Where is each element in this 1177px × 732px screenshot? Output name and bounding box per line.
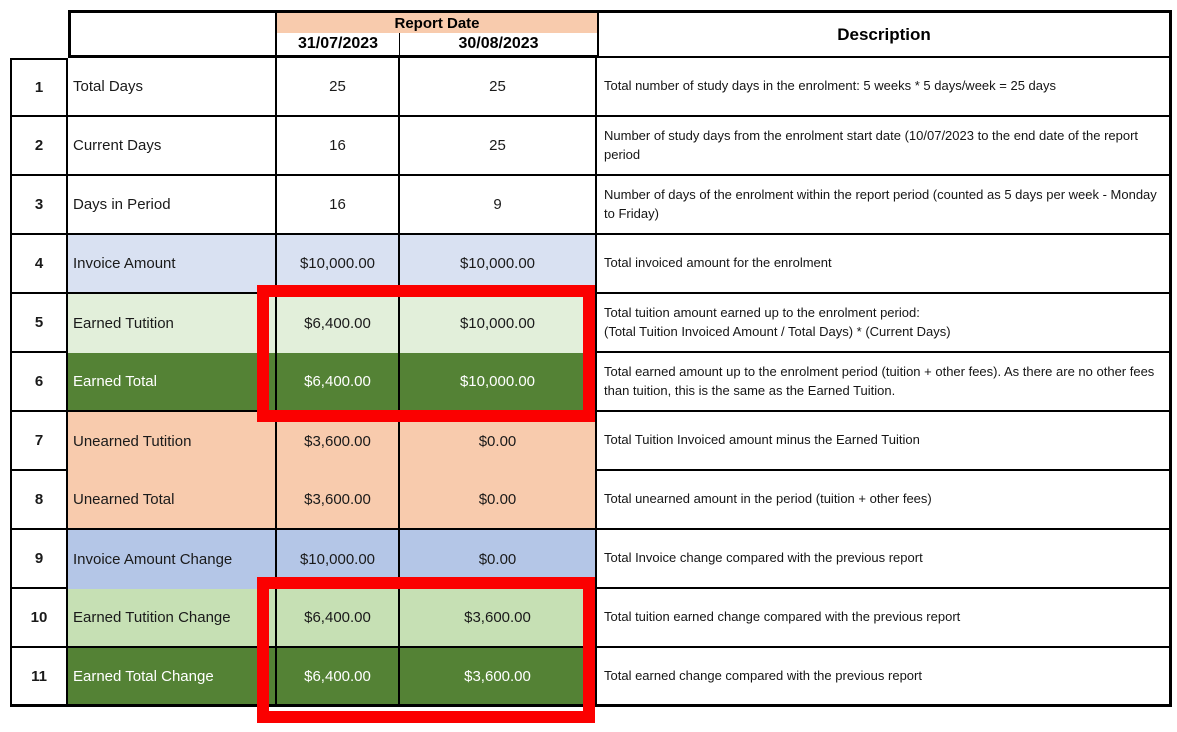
- row-10-label[interactable]: Earned Tutition Change: [68, 589, 277, 648]
- row-2-description: Number of study days from the enrolment …: [597, 117, 1172, 176]
- row-8-label[interactable]: Unearned Total: [68, 471, 277, 530]
- row-11-description: Total earned change compared with the pr…: [597, 648, 1172, 707]
- row-6-value-2[interactable]: $10,000.00: [400, 353, 597, 412]
- row-11-label[interactable]: Earned Total Change: [68, 648, 277, 707]
- row-11-value-1[interactable]: $6,400.00: [277, 648, 400, 707]
- row-8-description: Total unearned amount in the period (tui…: [597, 471, 1172, 530]
- row-4-description: Total invoiced amount for the enrolment: [597, 235, 1172, 294]
- header-description: Description: [597, 10, 1172, 58]
- row-8-number[interactable]: 8: [10, 471, 68, 530]
- row-9-number[interactable]: 9: [10, 530, 68, 589]
- row-3-value-2[interactable]: 9: [400, 176, 597, 235]
- row-4-value-1[interactable]: $10,000.00: [277, 235, 400, 294]
- row-2-label[interactable]: Current Days: [68, 117, 277, 176]
- row-10-value-1[interactable]: $6,400.00: [277, 589, 400, 648]
- row-11-value-2[interactable]: $3,600.00: [400, 648, 597, 707]
- row-1-value-1[interactable]: 25: [277, 58, 400, 117]
- row-5-description: Total tuition amount earned up to the en…: [597, 294, 1172, 353]
- header-date-1: 31/07/2023: [277, 33, 400, 58]
- row-6-label[interactable]: Earned Total: [68, 353, 277, 412]
- row-1-description: Total number of study days in the enrolm…: [597, 58, 1172, 117]
- row-7-description: Total Tuition Invoiced amount minus the …: [597, 412, 1172, 471]
- header-date-2: 30/08/2023: [400, 33, 597, 58]
- row-6-description: Total earned amount up to the enrolment …: [597, 353, 1172, 412]
- row-10-number[interactable]: 10: [10, 589, 68, 648]
- row-6-value-1[interactable]: $6,400.00: [277, 353, 400, 412]
- row-7-label[interactable]: Unearned Tutition: [68, 412, 277, 471]
- row-1-number[interactable]: 1: [10, 58, 68, 117]
- row-3-number[interactable]: 3: [10, 176, 68, 235]
- row-4-number[interactable]: 4: [10, 235, 68, 294]
- row-2-number[interactable]: 2: [10, 117, 68, 176]
- row-9-description: Total Invoice change compared with the p…: [597, 530, 1172, 589]
- row-2-value-1[interactable]: 16: [277, 117, 400, 176]
- row-6-number[interactable]: 6: [10, 353, 68, 412]
- row-5-value-2[interactable]: $10,000.00: [400, 294, 597, 353]
- row-9-value-2[interactable]: $0.00: [400, 530, 597, 589]
- row-4-value-2[interactable]: $10,000.00: [400, 235, 597, 294]
- row-11-number[interactable]: 11: [10, 648, 68, 707]
- row-10-value-2[interactable]: $3,600.00: [400, 589, 597, 648]
- row-7-value-1[interactable]: $3,600.00: [277, 412, 400, 471]
- row-7-number[interactable]: 7: [10, 412, 68, 471]
- row-9-label[interactable]: Invoice Amount Change: [68, 530, 277, 589]
- row-5-value-1[interactable]: $6,400.00: [277, 294, 400, 353]
- row-3-value-1[interactable]: 16: [277, 176, 400, 235]
- row-7-value-2[interactable]: $0.00: [400, 412, 597, 471]
- row-10-description: Total tuition earned change compared wit…: [597, 589, 1172, 648]
- row-3-label[interactable]: Days in Period: [68, 176, 277, 235]
- enrolment-report-table: Report Date 31/07/2023 30/08/2023 Descri…: [10, 10, 1172, 707]
- row-1-value-2[interactable]: 25: [400, 58, 597, 117]
- row-3-description: Number of days of the enrolment within t…: [597, 176, 1172, 235]
- row-8-value-2[interactable]: $0.00: [400, 471, 597, 530]
- row-8-value-1[interactable]: $3,600.00: [277, 471, 400, 530]
- header-report-date: Report Date: [277, 10, 597, 33]
- row-4-label[interactable]: Invoice Amount: [68, 235, 277, 294]
- row-9-value-1[interactable]: $10,000.00: [277, 530, 400, 589]
- row-5-label[interactable]: Earned Tutition: [68, 294, 277, 353]
- header-corner-blank: [10, 10, 68, 58]
- row-5-number[interactable]: 5: [10, 294, 68, 353]
- row-2-value-2[interactable]: 25: [400, 117, 597, 176]
- row-1-label[interactable]: Total Days: [68, 58, 277, 117]
- header-label-blank: [68, 10, 277, 58]
